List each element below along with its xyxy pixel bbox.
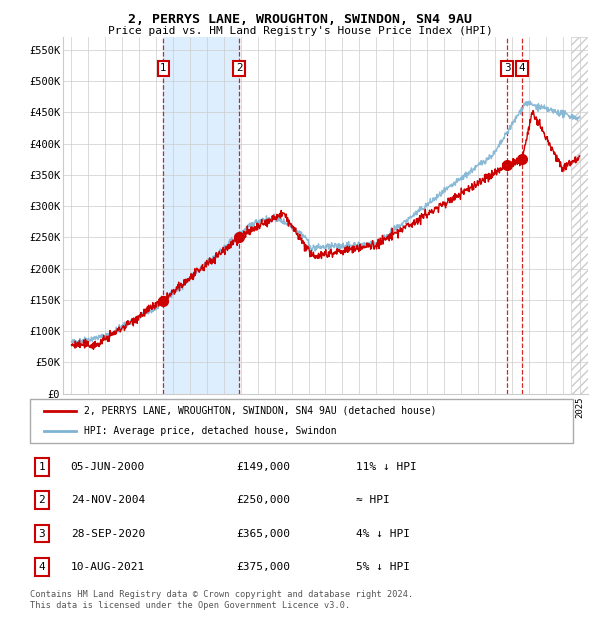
Text: Contains HM Land Registry data © Crown copyright and database right 2024.
This d: Contains HM Land Registry data © Crown c… (30, 590, 413, 609)
Bar (571, 37, 588, 394)
Text: ≈ HPI: ≈ HPI (356, 495, 389, 505)
Text: 3: 3 (38, 529, 46, 539)
Text: £250,000: £250,000 (236, 495, 290, 505)
Text: 1: 1 (160, 63, 167, 74)
Text: £375,000: £375,000 (236, 562, 290, 572)
Text: £149,000: £149,000 (236, 462, 290, 472)
Text: 10-AUG-2021: 10-AUG-2021 (71, 562, 145, 572)
Text: 3: 3 (504, 63, 511, 74)
Text: 24-NOV-2004: 24-NOV-2004 (71, 495, 145, 505)
Text: 2: 2 (38, 495, 46, 505)
Text: 1: 1 (38, 462, 46, 472)
Text: 5% ↓ HPI: 5% ↓ HPI (356, 562, 410, 572)
Text: 11% ↓ HPI: 11% ↓ HPI (356, 462, 416, 472)
Bar (163, 37, 239, 394)
Text: £365,000: £365,000 (236, 529, 290, 539)
Text: 4% ↓ HPI: 4% ↓ HPI (356, 529, 410, 539)
Text: 28-SEP-2020: 28-SEP-2020 (71, 529, 145, 539)
Text: HPI: Average price, detached house, Swindon: HPI: Average price, detached house, Swin… (85, 426, 337, 436)
Text: 2: 2 (236, 63, 242, 74)
Text: 4: 4 (518, 63, 525, 74)
FancyBboxPatch shape (30, 399, 573, 443)
Bar (571, 37, 588, 394)
Text: 05-JUN-2000: 05-JUN-2000 (71, 462, 145, 472)
Text: Price paid vs. HM Land Registry's House Price Index (HPI): Price paid vs. HM Land Registry's House … (107, 26, 493, 36)
Text: 4: 4 (38, 562, 46, 572)
Text: 2, PERRYS LANE, WROUGHTON, SWINDON, SN4 9AU: 2, PERRYS LANE, WROUGHTON, SWINDON, SN4 … (128, 13, 472, 26)
Text: 2, PERRYS LANE, WROUGHTON, SWINDON, SN4 9AU (detached house): 2, PERRYS LANE, WROUGHTON, SWINDON, SN4 … (85, 405, 437, 416)
